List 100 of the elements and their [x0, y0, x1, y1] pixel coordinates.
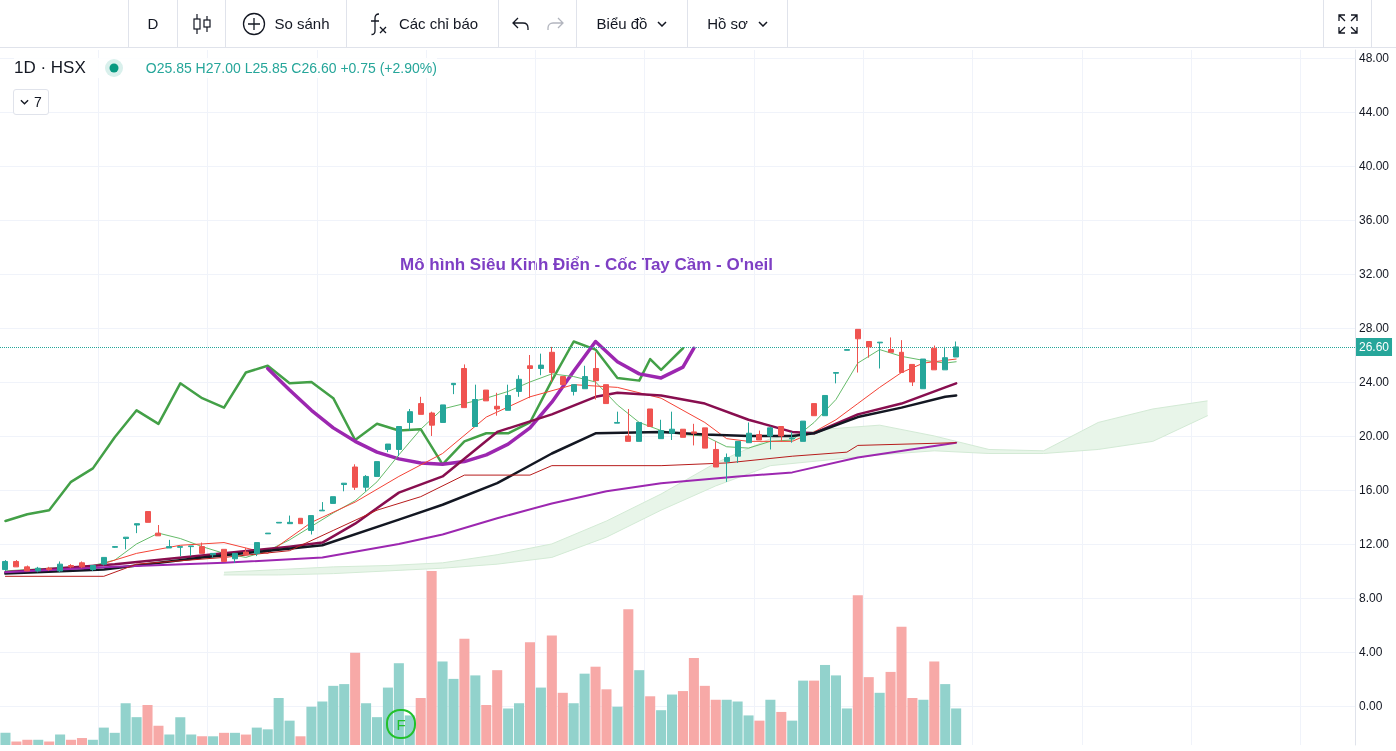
- candlestick: [134, 523, 140, 534]
- candlestick: [789, 431, 795, 444]
- candlestick: [571, 384, 577, 396]
- bar: [929, 661, 940, 745]
- bar: [645, 696, 656, 745]
- candlestick: [68, 563, 74, 569]
- y-tick-label: 28.00: [1359, 321, 1390, 335]
- candlestick: [833, 372, 839, 384]
- candlestick: [287, 515, 293, 525]
- candlestick: [702, 427, 708, 449]
- candlestick: [57, 560, 63, 573]
- candlestick: [374, 461, 380, 477]
- candlestick: [407, 408, 413, 432]
- candlestick: [79, 560, 85, 569]
- y-tick-label: 0.00: [1359, 698, 1383, 713]
- bar: [809, 680, 820, 745]
- bar: [197, 736, 208, 745]
- candlestick: [658, 419, 664, 440]
- candlestick: [308, 515, 314, 535]
- candlestick: [724, 453, 730, 483]
- candlestick: [243, 547, 249, 556]
- candlestick: [472, 384, 478, 428]
- candlestick: [254, 542, 260, 557]
- candlestick: [603, 384, 609, 405]
- text: Các chỉ báo: [398, 15, 479, 32]
- candlestick: [735, 440, 741, 464]
- text: So sánh: [274, 15, 330, 32]
- bar: [535, 687, 546, 745]
- candlestick: [90, 565, 96, 572]
- y-tick-label: 16.00: [1359, 482, 1390, 497]
- y-tick-label: 40.00: [1359, 159, 1390, 174]
- y-tick-label: 20.00: [1359, 428, 1390, 443]
- candlestick: [505, 384, 511, 411]
- letter-badge-icon: F: [386, 709, 416, 739]
- candlestick: [494, 392, 500, 417]
- bar: [55, 734, 66, 745]
- candlestick: [276, 521, 282, 524]
- text: Hồ sơ: [707, 15, 748, 32]
- bar: [765, 699, 776, 745]
- candlestick: [13, 559, 19, 568]
- annotation: Mô hình Siêu Kinh Điển - Cốc Tay Cầm - O'neil: [400, 255, 774, 274]
- y-tick-label: 4.00: [1359, 644, 1383, 659]
- candlestick: [46, 566, 52, 572]
- ref-line-label: 26.60: [1359, 339, 1390, 354]
- bar: [459, 638, 470, 745]
- candlestick: [888, 336, 894, 353]
- candlestick: [811, 403, 817, 417]
- candlestick: [330, 496, 336, 504]
- candlestick: [931, 345, 937, 371]
- candlestick: [800, 420, 806, 442]
- text: O25.85 H27.00 L25.85 C26.60 +0.75 (+2.90%): [145, 60, 437, 76]
- candlestick: [516, 374, 522, 398]
- y-tick-label: 24.00: [1359, 374, 1390, 389]
- bar: [33, 739, 44, 745]
- bar: [240, 734, 251, 745]
- candlestick: [232, 552, 238, 564]
- y-tick-label: 12.00: [1359, 536, 1390, 551]
- candlestick: [341, 482, 347, 492]
- candlestick: [319, 501, 325, 512]
- y-tick-label: 36.00: [1359, 213, 1390, 228]
- text: D: [147, 15, 159, 32]
- candlestick: [199, 542, 205, 554]
- candlestick: [35, 566, 41, 573]
- candlestick: [221, 548, 227, 562]
- bar: [623, 609, 634, 745]
- candlestick: [155, 524, 161, 537]
- bar: [754, 720, 765, 745]
- bar: [918, 699, 929, 745]
- candlestick: [647, 408, 653, 428]
- candlestick: [778, 426, 784, 442]
- bar: [218, 732, 230, 745]
- candlestick: [538, 353, 544, 376]
- candlestick: [855, 328, 861, 374]
- candlestick: [440, 404, 446, 423]
- annotation: 7: [34, 94, 42, 110]
- candlestick: [691, 423, 697, 446]
- bar: [0, 732, 11, 745]
- bar: [470, 675, 481, 745]
- candlestick: [112, 546, 118, 549]
- candlestick: [669, 411, 675, 441]
- candlestick: [145, 511, 151, 523]
- candlestick: [177, 546, 183, 557]
- candlestick: [549, 346, 555, 383]
- candlestick: [582, 365, 588, 390]
- candlestick: [461, 363, 467, 409]
- candlestick: [385, 443, 391, 453]
- bar: [524, 642, 536, 745]
- candlestick: [101, 556, 107, 567]
- candlestick: [24, 565, 30, 572]
- candlestick: [396, 426, 402, 457]
- candlestick: [899, 339, 904, 374]
- candlestick: [527, 354, 533, 399]
- candlestick: [298, 517, 303, 525]
- candlestick: [2, 559, 8, 572]
- candlestick: [265, 532, 271, 535]
- y-tick-label: 32.00: [1359, 267, 1390, 282]
- candlestick: [418, 396, 424, 415]
- candlestick: [920, 358, 926, 390]
- bar: [295, 736, 306, 745]
- y-tick-label: 44.00: [1359, 105, 1390, 120]
